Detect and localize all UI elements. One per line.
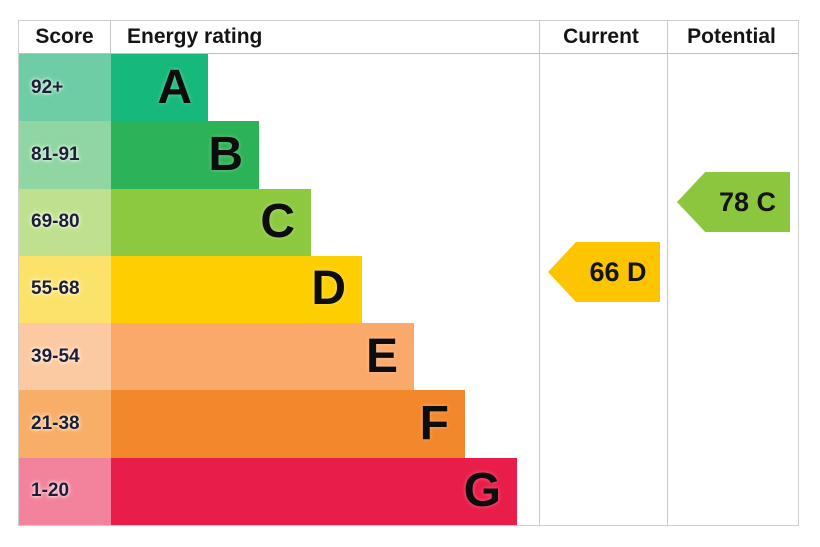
potential-column-divider bbox=[667, 21, 668, 525]
header-energy-rating: Energy rating bbox=[127, 25, 263, 48]
score-range-b: 81-91 bbox=[19, 121, 111, 189]
band-row-e: 39-54 E bbox=[19, 323, 798, 391]
band-row-g: 1-20 G bbox=[19, 457, 798, 525]
grade-letter-g: G bbox=[463, 464, 501, 518]
score-range-c: 69-80 bbox=[19, 188, 111, 256]
bar-area-d: D bbox=[111, 255, 798, 324]
rating-bar-a: A bbox=[111, 54, 208, 122]
bar-area-c: C bbox=[111, 188, 798, 256]
score-range-e: 39-54 bbox=[19, 323, 111, 391]
grade-letter-f: F bbox=[419, 397, 449, 451]
bar-area-e: E bbox=[111, 323, 798, 391]
band-row-b: 81-91 B bbox=[19, 121, 798, 189]
bar-area-b: B bbox=[111, 121, 798, 189]
score-range-a: 92+ bbox=[19, 54, 111, 122]
rating-bar-c: C bbox=[111, 188, 311, 256]
rating-bar-f: F bbox=[111, 390, 465, 458]
band-row-a: 92+ A bbox=[19, 54, 798, 122]
band-row-c: 69-80 C bbox=[19, 188, 798, 256]
band-row-f: 21-38 F bbox=[19, 390, 798, 458]
bar-area-a: A bbox=[111, 54, 798, 122]
current-rating-arrow: 66 D bbox=[548, 242, 660, 302]
score-range-g: 1-20 bbox=[19, 457, 111, 525]
rating-bar-g: G bbox=[111, 457, 517, 525]
score-range-f: 21-38 bbox=[19, 390, 111, 458]
score-range-d: 55-68 bbox=[19, 255, 111, 324]
band-row-d: 55-68 D bbox=[19, 255, 798, 324]
header-potential: Potential bbox=[687, 25, 776, 48]
header-current: Current bbox=[563, 25, 639, 48]
current-column-divider bbox=[539, 21, 540, 525]
grade-letter-c: C bbox=[260, 195, 295, 249]
bands: 92+ A 81-91 B 69-80 bbox=[19, 54, 798, 525]
header-score: Score bbox=[19, 21, 111, 53]
rating-bar-e: E bbox=[111, 323, 414, 391]
grade-letter-b: B bbox=[208, 127, 243, 181]
grade-letter-e: E bbox=[365, 329, 398, 383]
epc-table: Score Energy rating Current Potential 92… bbox=[18, 20, 799, 526]
bar-area-f: F bbox=[111, 390, 798, 458]
grade-letter-d: D bbox=[311, 262, 346, 316]
grade-letter-a: A bbox=[157, 60, 192, 114]
rating-bar-b: B bbox=[111, 121, 259, 189]
header-row: Score Energy rating Current Potential bbox=[19, 21, 798, 54]
rating-bar-d: D bbox=[111, 255, 362, 324]
bar-area-g: G bbox=[111, 457, 798, 525]
